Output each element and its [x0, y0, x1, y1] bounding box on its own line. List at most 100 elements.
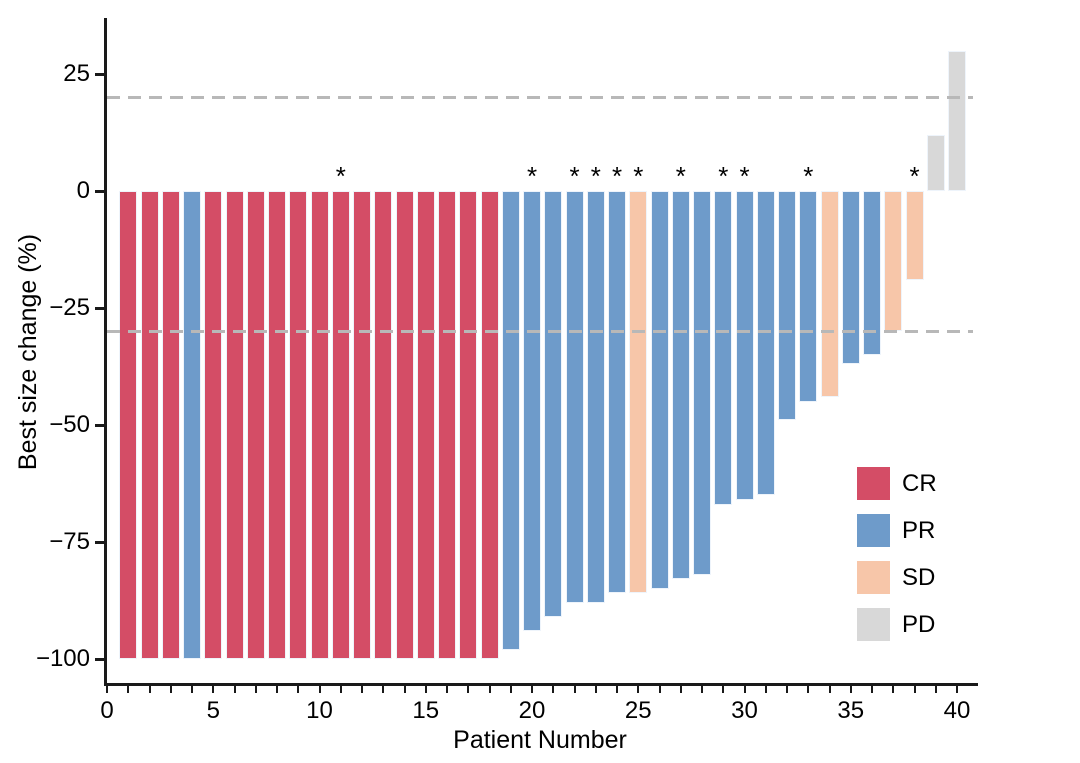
x-tick-6 — [233, 686, 236, 693]
bar-patient-30 — [735, 191, 754, 500]
x-tick-10 — [318, 686, 321, 693]
asterisk-patient-29: * — [718, 161, 729, 191]
x-tick-34 — [828, 686, 831, 693]
bar-patient-1 — [119, 191, 138, 659]
asterisk-patient-23: * — [590, 161, 601, 191]
bar-patient-5 — [204, 191, 223, 659]
x-tick-label-5: 5 — [206, 697, 220, 724]
x-tick-3 — [169, 686, 172, 693]
x-tick-40 — [956, 686, 958, 693]
x-tick-15 — [424, 686, 427, 693]
x-tick-18 — [488, 686, 491, 693]
bar-patient-6 — [225, 191, 244, 659]
bar-patient-38 — [905, 191, 924, 280]
x-tick-14 — [403, 686, 406, 693]
bar-patient-3 — [161, 191, 180, 659]
bar-patient-24 — [608, 191, 626, 594]
bar-patient-13 — [374, 191, 393, 659]
x-tick-39 — [934, 686, 937, 693]
bar-patient-25 — [629, 191, 648, 594]
bar-patient-21 — [544, 191, 563, 617]
y-tick-label--25: −25 — [49, 294, 90, 321]
x-tick-1 — [127, 686, 130, 693]
bar-patient-36 — [863, 191, 881, 355]
legend-label-CR: CR — [902, 470, 937, 497]
bar-patient-15 — [416, 191, 435, 659]
legend-swatch-PR — [857, 514, 890, 547]
legend-label-PR: PR — [902, 517, 936, 544]
bar-patient-7 — [246, 191, 265, 659]
x-tick-22 — [573, 686, 576, 693]
bar-patient-18 — [480, 191, 499, 659]
x-tick-4 — [191, 686, 193, 693]
bar-patient-34 — [820, 191, 839, 397]
x-tick-17 — [467, 686, 470, 693]
x-tick-25 — [637, 686, 640, 693]
asterisk-patient-24: * — [611, 161, 623, 191]
y-tick--100 — [95, 658, 104, 661]
x-tick-28 — [701, 686, 703, 693]
asterisk-patient-38: * — [909, 161, 920, 191]
reference-line--30 — [107, 329, 973, 333]
bar-patient-17 — [459, 191, 478, 659]
y-tick-label--50: −50 — [49, 411, 90, 438]
x-tick-2 — [148, 686, 151, 693]
y-tick-label--75: −75 — [49, 528, 90, 555]
bar-patient-35 — [841, 191, 860, 365]
bar-patient-12 — [353, 191, 371, 659]
x-tick-12 — [361, 686, 363, 693]
bar-patient-32 — [778, 191, 796, 421]
y-axis-line — [104, 18, 107, 686]
bar-patient-4 — [183, 191, 201, 659]
x-tick-label-20: 20 — [518, 697, 546, 724]
x-tick-8 — [276, 686, 278, 693]
x-tick-7 — [254, 686, 257, 693]
x-tick-label-25: 25 — [624, 697, 652, 724]
x-tick-label-40: 40 — [943, 697, 971, 724]
y-tick-label-0: 0 — [76, 177, 90, 204]
bar-patient-11 — [331, 191, 350, 659]
x-tick-27 — [679, 686, 682, 693]
x-tick-11 — [339, 686, 342, 693]
x-tick-0 — [106, 686, 108, 693]
y-axis-title: Best size change (%) — [14, 233, 42, 471]
x-tick-23 — [594, 686, 597, 693]
bar-patient-19 — [501, 191, 520, 650]
bar-patient-16 — [438, 191, 456, 659]
legend-swatch-SD — [857, 561, 890, 594]
x-tick-19 — [509, 686, 512, 693]
x-tick-24 — [616, 686, 618, 693]
bar-patient-9 — [289, 191, 308, 659]
asterisk-patient-33: * — [803, 161, 814, 191]
bar-patient-14 — [395, 191, 414, 659]
asterisk-patient-25: * — [633, 161, 644, 191]
y-tick-0 — [95, 190, 104, 193]
x-tick-30 — [743, 686, 746, 693]
bar-patient-27 — [671, 191, 690, 580]
y-tick--75 — [95, 541, 104, 544]
legend-label-SD: SD — [902, 564, 936, 591]
x-tick-label-30: 30 — [731, 697, 758, 724]
legend-label-PD: PD — [902, 611, 936, 638]
y-tick-25 — [95, 73, 104, 76]
y-tick--50 — [95, 424, 104, 427]
bar-patient-10 — [310, 191, 329, 659]
x-tick-label-15: 15 — [412, 697, 440, 724]
x-tick-label-10: 10 — [306, 697, 333, 724]
asterisk-patient-27: * — [675, 161, 686, 191]
y-tick-label--100: −100 — [35, 645, 90, 672]
bar-patient-26 — [650, 191, 669, 589]
x-tick-13 — [382, 686, 385, 693]
y-tick-label-25: 25 — [63, 60, 90, 87]
bar-patient-2 — [140, 191, 159, 659]
y-tick--25 — [95, 307, 104, 310]
bar-patient-23 — [586, 191, 605, 603]
x-tick-29 — [722, 686, 725, 693]
x-tick-32 — [786, 686, 788, 693]
x-tick-5 — [212, 686, 215, 693]
bar-patient-20 — [523, 191, 541, 631]
x-tick-label-35: 35 — [837, 697, 865, 724]
bar-patient-40 — [948, 50, 966, 191]
x-tick-16 — [446, 686, 448, 693]
